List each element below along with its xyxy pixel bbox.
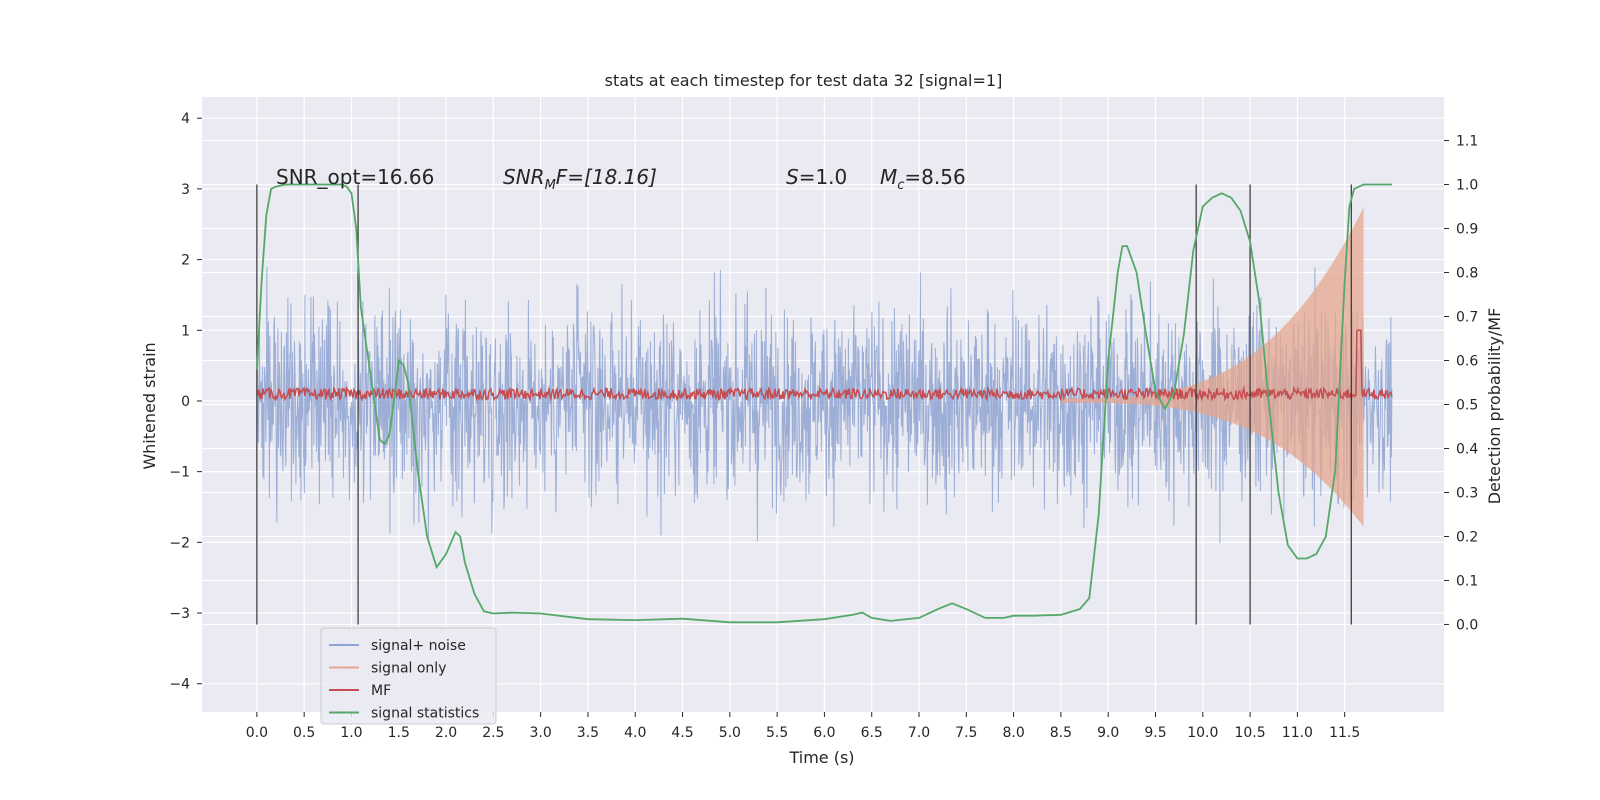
annotation-s: S=1.0 bbox=[786, 165, 847, 189]
y-left-axis-ticks: 4 3 2 1 0 −1 −2 −3 −4 bbox=[169, 111, 202, 693]
x-tick-label: 7.5 bbox=[955, 725, 977, 741]
x-tick-label: 0.5 bbox=[293, 725, 315, 741]
y-right-tick-label: 0.4 bbox=[1456, 441, 1478, 457]
annotation-snr-mf: SNRMF=[18.16] bbox=[503, 165, 657, 193]
series-mf bbox=[256, 329, 1393, 403]
y-right-tick-label: 0.6 bbox=[1456, 354, 1478, 370]
y-right-tick-label: 0.0 bbox=[1456, 617, 1478, 633]
legend-box bbox=[320, 627, 497, 725]
x-axis-ticks: 0.0 0.5 1.0 1.5 2.0 2.5 3.0 3.5 4.0 4.5 5.0 5.5 6.0 6… bbox=[246, 712, 1360, 741]
y-left-tick-label: −4 bbox=[169, 677, 190, 693]
x-tick-label: 3.0 bbox=[530, 725, 552, 741]
y-right-tick-label: 0.7 bbox=[1456, 310, 1478, 326]
x-tick-label: 2.0 bbox=[435, 725, 457, 741]
y-right-tick-label: 0.3 bbox=[1456, 485, 1478, 501]
legend-label: signal statistics bbox=[371, 706, 479, 722]
series-signal-statistics bbox=[256, 183, 1392, 624]
x-tick-label: 8.5 bbox=[1050, 725, 1072, 741]
x-tick-label: 9.5 bbox=[1144, 725, 1166, 741]
series-signal-plus-noise bbox=[256, 266, 1393, 544]
x-tick-label: 10.0 bbox=[1187, 725, 1218, 741]
annotation-snr-opt: SNR_opt=16.66 bbox=[276, 165, 434, 189]
x-tick-label: 11.0 bbox=[1282, 725, 1313, 741]
chart-title: stats at each timestep for test data 32 … bbox=[605, 71, 1003, 90]
legend: signal+ noise signal only MF signal statist… bbox=[320, 627, 497, 725]
x-tick-label: 8.0 bbox=[1002, 725, 1024, 741]
y-left-tick-label: 1 bbox=[181, 323, 190, 339]
x-tick-label: 5.0 bbox=[719, 725, 741, 741]
y-left-tick-label: 0 bbox=[181, 394, 190, 410]
y-left-tick-label: −3 bbox=[169, 606, 190, 622]
x-tick-label: 2.5 bbox=[482, 725, 504, 741]
y-right-tick-label: 0.9 bbox=[1456, 222, 1478, 238]
x-axis-label: Time (s) bbox=[788, 748, 854, 767]
x-tick-label: 1.0 bbox=[340, 725, 362, 741]
x-tick-label: 6.5 bbox=[861, 725, 883, 741]
x-tick-label: 9.0 bbox=[1097, 725, 1119, 741]
series-layer bbox=[256, 183, 1393, 625]
x-tick-label: 6.0 bbox=[813, 725, 835, 741]
x-tick-label: 5.5 bbox=[766, 725, 788, 741]
x-tick-label: 4.0 bbox=[624, 725, 646, 741]
x-tick-label: 10.5 bbox=[1234, 725, 1265, 741]
y-left-axis-label: Whitened strain bbox=[140, 342, 159, 469]
y-left-tick-label: −2 bbox=[169, 535, 190, 551]
legend-label: MF bbox=[371, 683, 391, 699]
y-right-tick-label: 0.8 bbox=[1456, 266, 1478, 282]
y-right-tick-label: 0.2 bbox=[1456, 529, 1478, 545]
x-tick-label: 11.5 bbox=[1329, 725, 1360, 741]
x-tick-label: 4.5 bbox=[671, 725, 693, 741]
legend-label: signal only bbox=[371, 661, 446, 677]
y-left-tick-label: 2 bbox=[181, 253, 190, 269]
y-left-tick-label: 4 bbox=[181, 111, 190, 127]
x-tick-label: 7.0 bbox=[908, 725, 930, 741]
y-right-axis-ticks: 1.1 1.0 0.9 0.8 0.7 0.6 0.5 0.4 0.3 0.2 0.1 0.0 bbox=[1444, 134, 1478, 633]
y-right-tick-label: 1.0 bbox=[1456, 178, 1478, 194]
legend-label: signal+ noise bbox=[371, 638, 466, 654]
x-tick-label: 1.5 bbox=[388, 725, 410, 741]
annotations: SNR_opt=16.66 SNRMF=[18.16] S=1.0 Mc=8.5… bbox=[276, 165, 966, 193]
y-right-tick-label: 0.1 bbox=[1456, 573, 1478, 589]
y-right-tick-label: 1.1 bbox=[1456, 134, 1478, 150]
series-signal-only bbox=[1060, 207, 1364, 527]
y-left-tick-label: 3 bbox=[181, 182, 190, 198]
y-right-tick-label: 0.5 bbox=[1456, 398, 1478, 414]
y-left-tick-label: −1 bbox=[169, 465, 190, 481]
annotation-mc: Mc=8.56 bbox=[880, 165, 966, 193]
x-tick-label: 0.0 bbox=[246, 725, 268, 741]
y-right-axis-label: Detection probability/MF bbox=[1485, 308, 1504, 505]
vertical-markers bbox=[256, 184, 1352, 625]
x-tick-label: 3.5 bbox=[577, 725, 599, 741]
